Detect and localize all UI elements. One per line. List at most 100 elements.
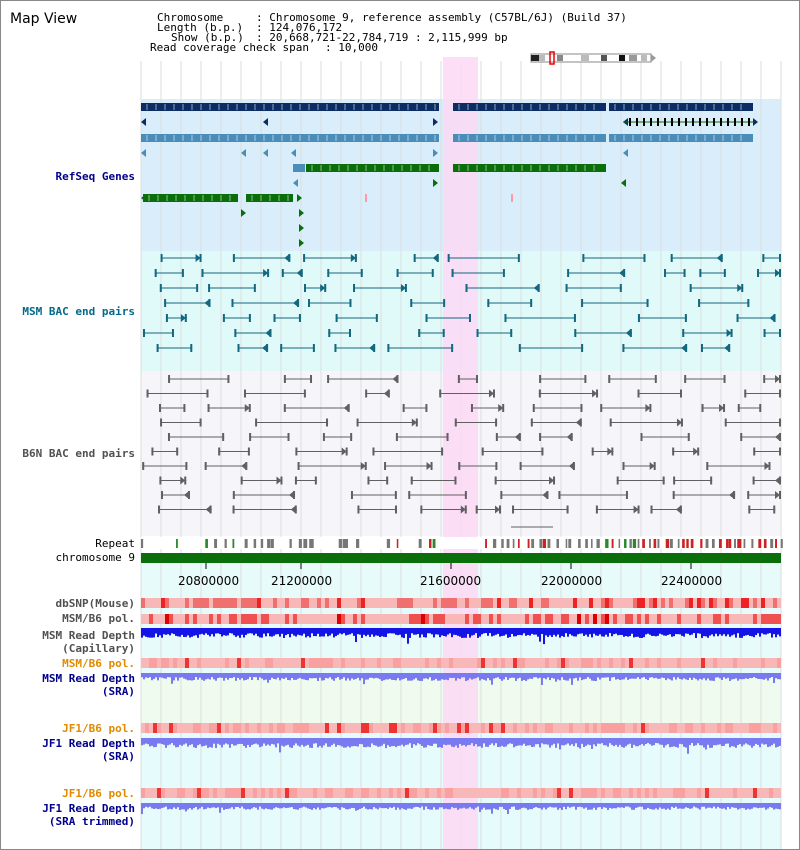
track-label-repeat[interactable]: Repeat xyxy=(95,537,135,550)
read-depth-bar xyxy=(629,803,631,808)
read-depth-bar xyxy=(603,738,605,746)
read-depth-bar xyxy=(499,803,501,807)
repeat-element xyxy=(542,539,547,548)
track-label-msm-depth-sra[interactable]: MSM Read Depth xyxy=(42,672,135,685)
track-label-refseq-genes[interactable]: RefSeq Genes xyxy=(55,170,135,183)
read-depth-bar xyxy=(173,803,175,808)
read-depth-bar xyxy=(245,803,247,810)
polymorphism-cell xyxy=(157,658,161,668)
read-depth-bar xyxy=(187,738,189,747)
bac-end xyxy=(418,329,421,337)
read-depth-bar xyxy=(527,738,529,746)
polymorphism-cell xyxy=(757,598,761,608)
read-depth-bar xyxy=(551,628,553,637)
read-depth-bar xyxy=(421,803,423,807)
read-depth-bar xyxy=(559,738,561,750)
polymorphism-cell xyxy=(625,723,629,733)
read-depth-bar xyxy=(511,628,513,634)
polymorphism-cell xyxy=(241,614,245,624)
polymorphism-cell xyxy=(193,598,197,608)
read-depth-bar xyxy=(463,673,465,678)
track-label-msm-pol-sra[interactable]: MSM/B6 pol. xyxy=(62,657,135,670)
bac-end xyxy=(176,447,179,456)
polymorphism-cell xyxy=(173,723,177,733)
polymorphism-cell xyxy=(397,658,401,668)
read-depth-bar xyxy=(725,628,727,637)
strand-arrow xyxy=(495,505,501,514)
strand-arrow xyxy=(183,491,189,499)
read-depth-bar xyxy=(311,628,313,634)
polymorphism-cell xyxy=(449,598,453,608)
read-depth-bar xyxy=(223,738,225,745)
track-label-b6n-bac[interactable]: B6N BAC end pairs xyxy=(22,447,135,460)
read-depth-bar xyxy=(487,673,489,679)
polymorphism-cell xyxy=(309,614,313,624)
track-label-jf1-depth-trimmed[interactable]: JF1 Read Depth xyxy=(42,802,135,815)
repeat-element xyxy=(728,539,732,548)
bac-end xyxy=(689,284,692,292)
track-label-jf1-pol[interactable]: JF1/B6 pol. xyxy=(62,722,135,735)
read-depth-bar xyxy=(655,738,657,744)
strand-arrow xyxy=(141,194,146,202)
read-depth-bar xyxy=(605,673,607,678)
strand-arrow xyxy=(290,505,296,514)
repeat-element xyxy=(669,539,673,548)
read-depth-bar xyxy=(149,803,151,807)
read-depth-bar xyxy=(395,628,397,635)
read-depth-bar xyxy=(419,803,421,808)
track-label-dbsnp[interactable]: dbSNP(Mouse) xyxy=(55,597,135,610)
polymorphism-cell xyxy=(609,614,613,624)
track-label-chromosome[interactable]: chromosome 9 xyxy=(55,551,135,564)
polymorphism-cell xyxy=(725,723,729,733)
track-label-msm-depth-capillary[interactable]: MSM Read Depth xyxy=(42,629,135,642)
polymorphism-cell xyxy=(693,723,697,733)
read-depth-bar xyxy=(219,673,221,678)
read-depth-bar xyxy=(211,673,213,678)
read-depth-bar xyxy=(555,628,557,637)
read-depth-bar xyxy=(209,673,211,680)
polymorphism-cell xyxy=(741,788,745,798)
read-depth-bar xyxy=(381,628,383,637)
read-depth-bar xyxy=(211,628,213,635)
polymorphism-cell xyxy=(221,658,225,668)
bac-end xyxy=(654,375,657,383)
polymorphism-cell xyxy=(661,723,665,733)
read-depth-bar xyxy=(537,673,539,679)
polymorphism-cell xyxy=(473,788,477,798)
track-label-msm-pol[interactable]: MSM/B6 pol. xyxy=(62,612,135,625)
read-depth-bar xyxy=(319,673,321,678)
bac-end xyxy=(349,299,352,307)
polymorphism-cell xyxy=(221,598,225,608)
polymorphism-cell xyxy=(465,723,469,733)
read-depth-bar xyxy=(467,628,469,635)
read-depth-bar xyxy=(693,628,695,634)
polymorphism-cell xyxy=(429,658,433,668)
read-depth-bar xyxy=(337,628,339,635)
repeat-element xyxy=(270,539,274,548)
polymorphism-cell xyxy=(541,598,545,608)
track-label-jf1-depth[interactable]: JF1 Read Depth xyxy=(42,737,135,750)
read-depth-bar xyxy=(385,673,387,680)
read-depth-bar xyxy=(537,738,539,745)
read-depth-bar xyxy=(631,738,633,748)
polymorphism-cell xyxy=(309,658,313,668)
polymorphism-cell xyxy=(441,723,445,733)
track-label-msm-bac[interactable]: MSM BAC end pairs xyxy=(22,305,135,318)
read-depth-bar xyxy=(229,738,231,748)
read-depth-bar xyxy=(715,628,717,634)
polymorphism-cell xyxy=(221,723,225,733)
read-depth-bar xyxy=(749,673,751,678)
polymorphism-cell xyxy=(305,658,309,668)
polymorphism-cell xyxy=(229,723,233,733)
read-depth-bar xyxy=(629,738,631,744)
polymorphism-cell xyxy=(401,598,405,608)
polymorphism-cell xyxy=(617,598,621,608)
polymorphism-cell xyxy=(513,658,517,668)
read-depth-bar xyxy=(207,738,209,748)
read-depth-bar xyxy=(323,803,325,809)
track-label-jf1-pol-trimmed[interactable]: JF1/B6 pol. xyxy=(62,787,135,800)
read-depth-bar xyxy=(407,738,409,745)
polymorphism-cell xyxy=(689,723,693,733)
read-depth-bar xyxy=(147,673,149,678)
